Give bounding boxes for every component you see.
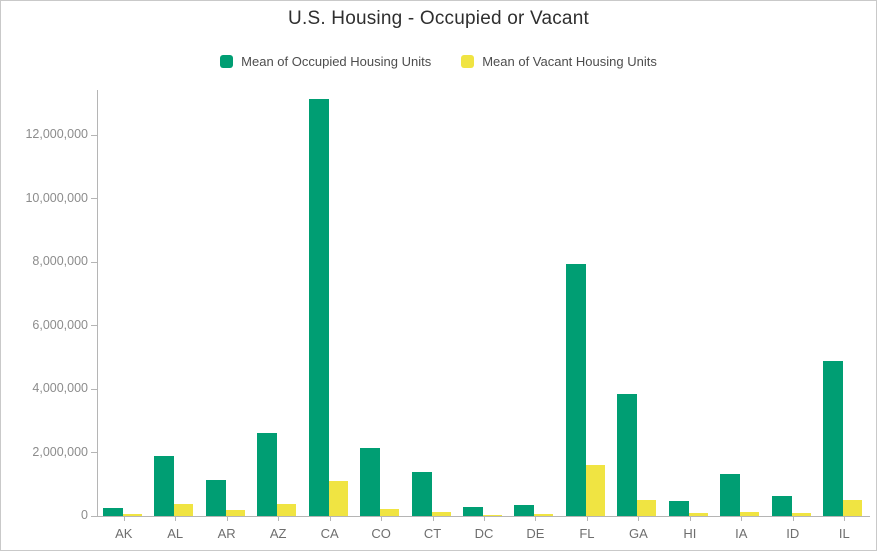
- x-axis-category-label: GA: [628, 526, 648, 541]
- bar-vacant-id[interactable]: [791, 513, 811, 516]
- x-axis-category-label: AR: [217, 526, 236, 541]
- y-axis-tick-label: 6,000,000: [32, 317, 88, 332]
- x-axis-tick: [844, 516, 846, 521]
- x-axis-tick: [432, 516, 434, 521]
- x-axis-tick: [278, 516, 280, 521]
- x-axis-category-label: CO: [371, 526, 391, 541]
- y-axis-tick: [91, 261, 97, 263]
- bar-occupied-dc[interactable]: [463, 507, 483, 516]
- x-axis-tick: [741, 516, 743, 521]
- x-axis-category-label: AL: [167, 526, 184, 541]
- x-axis-tick: [226, 516, 228, 521]
- y-axis-labels: 0 2,000,000 4,000,000 6,000,000 8,000,000 10,…: [1, 90, 97, 522]
- y-axis-tick: [91, 134, 97, 136]
- y-axis-tick: [91, 388, 97, 390]
- x-axis-tick: [329, 516, 331, 521]
- bar-vacant-ia[interactable]: [740, 512, 760, 516]
- x-axis-category-label: CT: [423, 526, 442, 541]
- x-axis-tick: [484, 516, 485, 521]
- bar-occupied-ca[interactable]: [308, 99, 329, 516]
- x-axis-tick: [689, 516, 691, 521]
- legend-item-vacant[interactable]: Mean of Vacant Housing Units: [461, 54, 657, 69]
- bar-occupied-de[interactable]: [514, 505, 535, 516]
- bar-occupied-ga[interactable]: [617, 394, 638, 516]
- x-axis-tick: [638, 516, 640, 521]
- chart-title: U.S. Housing - Occupied or Vacant: [288, 8, 589, 29]
- bar-occupied-co[interactable]: [360, 448, 381, 516]
- bar-occupied-fl[interactable]: [565, 264, 586, 516]
- bar-vacant-ct[interactable]: [431, 512, 451, 516]
- y-axis-tick: [91, 515, 97, 517]
- y-axis-tick-label: 0: [81, 508, 88, 522]
- x-axis-tick: [381, 516, 383, 521]
- x-axis-category-label: DC: [474, 526, 494, 541]
- bar-occupied-id[interactable]: [771, 496, 792, 516]
- y-axis-tick-label: 12,000,000: [25, 127, 88, 142]
- x-axis-category-label: HI: [683, 526, 697, 541]
- bar-occupied-az[interactable]: [257, 433, 278, 516]
- x-axis-category-label: FL: [579, 526, 595, 541]
- bar-occupied-ia[interactable]: [720, 474, 741, 516]
- bar-vacant-il[interactable]: [843, 500, 863, 516]
- x-axis-category-label: AK: [115, 526, 133, 541]
- bar-vacant-al[interactable]: [174, 504, 194, 516]
- bar-occupied-ak[interactable]: [102, 508, 123, 516]
- bar-vacant-fl[interactable]: [585, 465, 605, 516]
- bar-vacant-hi[interactable]: [688, 513, 708, 516]
- y-axis-tick: [91, 452, 97, 454]
- y-axis-tick-label: 8,000,000: [32, 254, 88, 269]
- bar-vacant-az[interactable]: [277, 504, 297, 516]
- y-axis-tick-label: 10,000,000: [25, 190, 88, 205]
- bar-occupied-hi[interactable]: [668, 501, 689, 516]
- y-axis-tick-label: 2,000,000: [32, 444, 88, 459]
- bar-vacant-co[interactable]: [380, 509, 400, 516]
- bar-occupied-il[interactable]: [823, 361, 844, 516]
- bar-occupied-ct[interactable]: [411, 472, 432, 516]
- legend-item-occupied[interactable]: Mean of Occupied Housing Units: [220, 54, 431, 69]
- x-axis-tick: [535, 516, 537, 521]
- legend-label-vacant: Mean of Vacant Housing Units: [482, 54, 657, 69]
- occupied-swatch-icon: [220, 55, 234, 68]
- x-axis-tick: [792, 516, 794, 521]
- bar-occupied-al[interactable]: [154, 456, 175, 516]
- bar-occupied-ar[interactable]: [205, 480, 226, 516]
- vacant-swatch-icon: [461, 55, 475, 68]
- y-axis-tick: [91, 325, 97, 327]
- x-axis-category-label: CA: [320, 526, 339, 541]
- bar-vacant-ak[interactable]: [122, 514, 142, 516]
- bar-vacant-ga[interactable]: [637, 500, 657, 516]
- x-axis-category-label: IL: [838, 526, 850, 541]
- plot-area: AK AL AR AZ CA CO CT DC DE FL GA HI IA ID IL: [91, 90, 870, 541]
- bar-vacant-ar[interactable]: [225, 510, 245, 516]
- x-axis-category-label: AZ: [269, 526, 287, 541]
- x-axis-tick: [586, 516, 588, 521]
- x-axis-tick: [123, 516, 125, 521]
- x-axis-category-label: DE: [526, 526, 545, 541]
- x-axis-tick: [175, 516, 177, 521]
- y-axis-tick: [91, 198, 97, 200]
- y-axis-tick-label: 4,000,000: [32, 381, 88, 396]
- x-axis-category-label: ID: [786, 526, 800, 541]
- legend: Mean of Occupied Housing Units Mean of V…: [1, 54, 876, 69]
- bar-vacant-ca[interactable]: [328, 481, 348, 516]
- bar-vacant-dc[interactable]: [483, 515, 502, 516]
- legend-label-occupied: Mean of Occupied Housing Units: [241, 54, 432, 69]
- bar-vacant-de[interactable]: [534, 514, 554, 516]
- x-axis-category-label: IA: [735, 526, 748, 541]
